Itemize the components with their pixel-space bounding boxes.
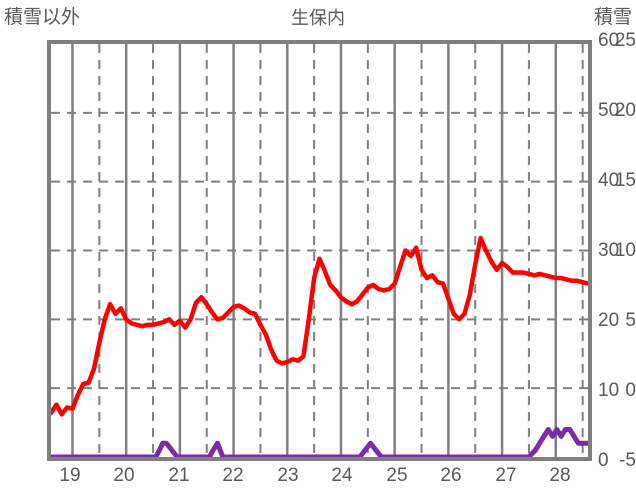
left-tick-15: 15 — [614, 170, 636, 191]
x-tick-27: 27 — [495, 465, 517, 486]
left-axis-title: 積雪以外 — [4, 7, 81, 28]
x-tick-26: 26 — [440, 465, 462, 486]
x-tick-22: 22 — [222, 465, 244, 486]
right-tick-0: 0 — [598, 450, 609, 471]
plot-area — [47, 40, 592, 461]
left-tick-5: 5 — [625, 310, 636, 331]
left-tick-10: 10 — [614, 240, 636, 261]
right-tick-10: 10 — [598, 380, 620, 401]
x-tick-19: 19 — [59, 465, 81, 486]
right-axis-title: 積雪 — [593, 7, 632, 28]
right-tick-60: 60 — [598, 30, 620, 51]
chart-canvas — [51, 44, 588, 457]
x-tick-20: 20 — [113, 465, 135, 486]
x-tick-25: 25 — [386, 465, 408, 486]
left-tick-20: 20 — [614, 100, 636, 121]
right-tick-40: 40 — [598, 170, 620, 191]
page-title: 生保内 — [291, 8, 345, 28]
left-tick-minus5: -5 — [619, 450, 636, 471]
right-tick-20: 20 — [598, 310, 620, 331]
left-tick-25: 25 — [614, 30, 636, 51]
x-tick-21: 21 — [168, 465, 190, 486]
x-tick-24: 24 — [331, 465, 353, 486]
right-tick-30: 30 — [598, 240, 620, 261]
x-tick-28: 28 — [549, 465, 571, 486]
left-tick-0: 0 — [625, 380, 636, 401]
right-tick-50: 50 — [598, 100, 620, 121]
x-tick-23: 23 — [277, 465, 299, 486]
plot-inner — [51, 44, 588, 457]
